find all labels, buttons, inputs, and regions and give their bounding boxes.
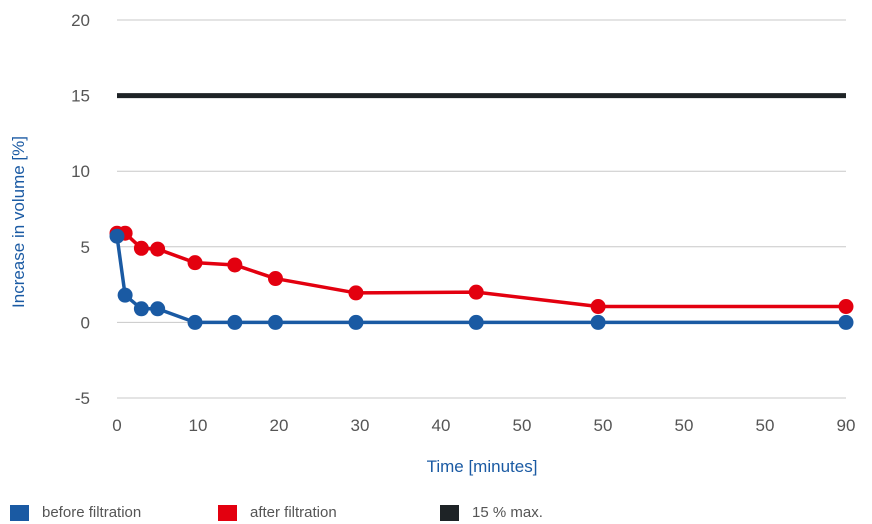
x-tick-label: 20 <box>270 416 289 435</box>
y-tick-label: 5 <box>81 238 90 257</box>
x-axis-label: Time [minutes] <box>427 457 538 476</box>
data-point <box>590 314 606 330</box>
data-point <box>267 314 283 330</box>
y-tick-label: 20 <box>71 11 90 30</box>
x-tick-label: 50 <box>675 416 694 435</box>
legend-label-before: before filtration <box>42 504 142 521</box>
data-point <box>227 314 243 330</box>
legend-label-max: 15 % max. <box>472 504 543 521</box>
data-point <box>187 255 203 271</box>
data-point <box>590 299 606 315</box>
y-tick-label: -5 <box>75 389 90 408</box>
data-point <box>468 314 484 330</box>
legend-swatch-max <box>440 504 459 521</box>
data-point <box>133 240 149 256</box>
x-axis-ticks: 0 10 20 30 40 50 50 50 50 90 <box>112 416 855 435</box>
y-tick-label: 15 <box>71 87 90 106</box>
data-point <box>109 228 125 244</box>
data-point <box>348 285 364 301</box>
legend-item-after: after filtration <box>218 504 337 521</box>
grid-lines <box>117 19 846 399</box>
x-tick-label: 50 <box>756 416 775 435</box>
x-tick-label: 30 <box>351 416 370 435</box>
legend-item-before: before filtration <box>10 504 141 521</box>
data-point <box>187 314 203 330</box>
y-tick-label: 0 <box>81 313 90 332</box>
data-point <box>150 301 166 317</box>
x-tick-label: 50 <box>513 416 532 435</box>
data-point <box>838 314 854 330</box>
series-group <box>109 93 854 330</box>
data-point <box>117 287 133 303</box>
legend-swatch-before <box>10 504 29 521</box>
x-tick-label: 40 <box>432 416 451 435</box>
x-tick-label: 50 <box>594 416 613 435</box>
data-point <box>150 241 166 257</box>
data-point <box>133 301 149 317</box>
y-tick-label: 10 <box>71 162 90 181</box>
legend-swatch-after <box>218 504 237 521</box>
data-point <box>227 257 243 273</box>
legend: before filtration after filtration 15 % … <box>0 500 872 524</box>
y-axis-label: Increase in volume [%] <box>9 136 28 308</box>
legend-label-after: after filtration <box>250 504 337 521</box>
legend-item-max: 15 % max. <box>440 504 543 521</box>
data-point <box>468 284 484 300</box>
x-tick-label: 10 <box>189 416 208 435</box>
series-line <box>115 235 846 325</box>
data-point <box>348 314 364 330</box>
x-tick-label: 90 <box>837 416 856 435</box>
x-tick-label: 0 <box>112 416 121 435</box>
y-axis-ticks: -5 0 5 10 15 20 <box>71 11 90 408</box>
data-point <box>267 271 283 287</box>
line-chart: -5 0 5 10 15 20 0 10 20 30 40 50 50 50 50 90 Increase … <box>9 11 855 476</box>
data-point <box>838 299 854 315</box>
